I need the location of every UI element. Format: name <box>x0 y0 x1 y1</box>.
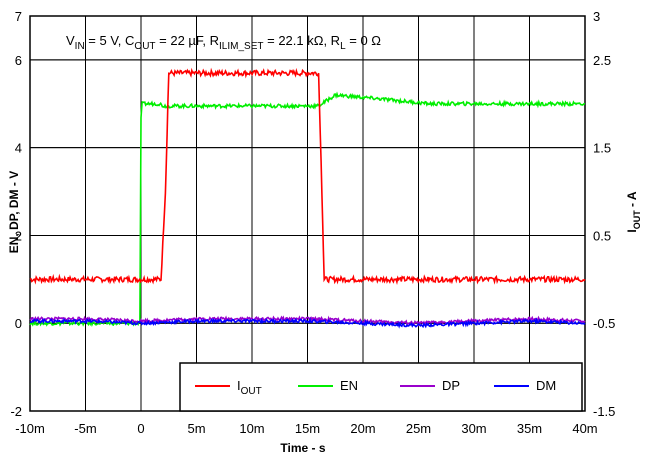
right-axis-label-main: I <box>625 229 639 232</box>
left-axis-label: EN, DP, DM - V <box>7 171 21 253</box>
x-tick-label: 30m <box>461 421 486 436</box>
conditions-annotation: VIN = 5 V, COUT = 22 µF, RILIM_SET = 22.… <box>66 33 381 52</box>
x-tick-label: 10m <box>239 421 264 436</box>
annot-sub-cout: OUT <box>134 41 155 52</box>
right-axis-ticks: -1.5 -0.5 0.5 1.5 2.5 3 <box>593 9 615 419</box>
annot-part-2: = 5 V, C <box>85 33 135 48</box>
legend-label-dp: DP <box>442 378 460 393</box>
right-tick-label: 1.5 <box>593 141 611 156</box>
x-tick-label: 40m <box>572 421 597 436</box>
left-tick-label: 4 <box>15 141 22 156</box>
left-tick-label: 7 <box>15 9 22 24</box>
right-tick-label: 2.5 <box>593 53 611 68</box>
legend-label-iout-sub: OUT <box>241 386 262 397</box>
legend-label-iout: IOUT <box>237 378 262 397</box>
x-tick-label: 0 <box>137 421 144 436</box>
right-axis-label: IOUT - A <box>625 191 642 233</box>
x-tick-label: 35m <box>517 421 542 436</box>
right-tick-label: -1.5 <box>593 404 615 419</box>
annot-sub-rl: L <box>340 41 346 52</box>
x-tick-label: 25m <box>406 421 431 436</box>
right-axis-label-suffix: - A <box>625 191 639 210</box>
annot-part-0: V <box>66 33 75 48</box>
annot-sub-rilim: ILIM_SET <box>219 41 263 52</box>
x-axis-ticks: -10m -5m 0 5m 10m 15m 20m 25m 30m 35m 40m <box>15 421 597 436</box>
left-tick-label: 6 <box>15 53 22 68</box>
right-axis-label-sub: OUT <box>632 210 642 230</box>
trace-iout <box>29 67 586 285</box>
left-tick-label: 2 <box>15 228 22 243</box>
trace-en <box>29 91 586 328</box>
left-axis-ticks: -2 0 2 4 6 7 <box>10 9 22 419</box>
annot-part-8: = 0 Ω <box>346 33 382 48</box>
annot-part-4: = 22 µF, R <box>156 33 220 48</box>
x-tick-label: 20m <box>350 421 375 436</box>
x-tick-label: 5m <box>187 421 205 436</box>
legend-label-iout-main: I <box>237 378 241 393</box>
right-tick-label: 3 <box>593 9 600 24</box>
annot-sub-vin: IN <box>75 41 85 52</box>
left-tick-label: -2 <box>10 404 22 419</box>
annot-part-6: = 22.1 kΩ, R <box>264 33 341 48</box>
right-tick-label: -0.5 <box>593 316 615 331</box>
x-tick-label: -5m <box>74 421 96 436</box>
legend-label-dm: DM <box>536 378 556 393</box>
x-tick-label: -10m <box>15 421 45 436</box>
traces <box>29 67 586 329</box>
trace-dm <box>29 317 586 329</box>
right-tick-label: 0.5 <box>593 228 611 243</box>
x-axis-label: Time - s <box>280 441 325 455</box>
x-tick-label: 15m <box>295 421 320 436</box>
legend-label-en: EN <box>340 378 358 393</box>
legend: IOUT EN DP DM <box>179 362 583 412</box>
left-tick-label: 0 <box>15 316 22 331</box>
